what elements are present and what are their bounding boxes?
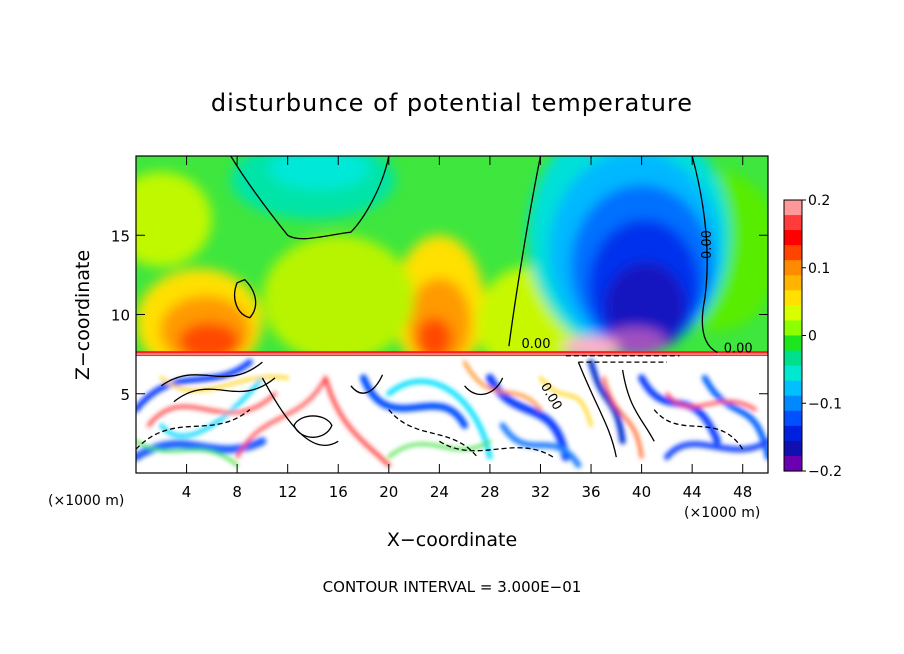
filament bbox=[588, 359, 626, 445]
y-tick-label: 15 bbox=[111, 227, 130, 245]
contour-value-label: 0.00 bbox=[700, 230, 715, 259]
colorbar-tick-label: −0.2 bbox=[808, 464, 842, 480]
chart-title: disturbunce of potential temperature bbox=[211, 89, 693, 117]
zero-contour bbox=[691, 156, 718, 354]
colorbar-swatch bbox=[784, 260, 802, 276]
y-tick-label: 5 bbox=[120, 386, 130, 404]
colorbar-ticks: 0.2 0.1 0 −0.1 −0.2 bbox=[802, 193, 842, 480]
filament bbox=[136, 439, 239, 467]
closed-contour bbox=[261, 377, 339, 447]
negative-contour bbox=[653, 409, 744, 450]
closed-contour bbox=[621, 369, 655, 442]
warm-anomaly bbox=[416, 317, 452, 359]
colorbar-swatch bbox=[784, 335, 802, 352]
contour-value-label: 0.00 bbox=[724, 342, 753, 357]
inversion-band bbox=[136, 353, 768, 356]
x-tick-label: 36 bbox=[581, 483, 600, 501]
colorbar-tick-label: 0 bbox=[808, 329, 817, 345]
filament bbox=[539, 376, 593, 427]
filament bbox=[499, 422, 582, 469]
colorbar-swatch bbox=[784, 455, 802, 472]
colorbar bbox=[783, 199, 803, 472]
x-axis-ticks: 4 8 12 16 20 24 28 32 36 40 44 48 bbox=[182, 156, 752, 501]
x-tick-label: 28 bbox=[480, 483, 499, 501]
colorbar-swatch bbox=[784, 275, 802, 291]
y-tick-label: 10 bbox=[111, 307, 130, 325]
x-tick-label: 44 bbox=[683, 483, 702, 501]
closed-contour bbox=[350, 374, 384, 394]
colorbar-swatch bbox=[784, 290, 802, 306]
zero-contour bbox=[508, 156, 542, 347]
x-tick-label: 20 bbox=[379, 483, 398, 501]
warm-anomaly bbox=[262, 235, 415, 363]
colorbar-swatch bbox=[784, 200, 802, 216]
colorbar-swatch bbox=[784, 365, 802, 382]
colorbar-tick-label: 0.1 bbox=[808, 261, 830, 277]
warm-anomaly bbox=[136, 171, 212, 267]
cold-plume bbox=[603, 327, 667, 356]
closed-contour bbox=[233, 278, 257, 319]
contour-interval-footnote: CONTOUR INTERVAL = 3.000E−01 bbox=[323, 578, 582, 596]
colorbar-swatch bbox=[784, 245, 802, 261]
filament bbox=[323, 375, 391, 468]
x-tick-label: 4 bbox=[182, 483, 192, 501]
x-tick-label: 16 bbox=[329, 483, 348, 501]
warm-anomaly bbox=[178, 322, 240, 361]
colorbar-swatch bbox=[784, 440, 802, 457]
closed-contour bbox=[464, 377, 504, 396]
filament bbox=[701, 374, 768, 461]
zero-contour bbox=[230, 156, 390, 240]
x-tick-label: 8 bbox=[232, 483, 242, 501]
x-tick-label: 40 bbox=[632, 483, 651, 501]
x-tick-label: 12 bbox=[278, 483, 297, 501]
x-tick-label: 32 bbox=[531, 483, 550, 501]
colorbar-swatch bbox=[784, 215, 802, 231]
negative-contour bbox=[439, 440, 554, 458]
x-tick-label: 24 bbox=[430, 483, 449, 501]
filament bbox=[147, 392, 277, 427]
y-axis-label: Z−coordinate bbox=[72, 250, 94, 380]
closed-contour bbox=[293, 415, 333, 438]
filament bbox=[663, 438, 768, 461]
x-unit-right: (×1000 m) bbox=[684, 505, 760, 521]
closed-contour bbox=[160, 361, 263, 387]
x-axis-label: X−coordinate bbox=[387, 529, 517, 551]
filament bbox=[387, 439, 492, 459]
filament bbox=[386, 378, 493, 460]
field-upper-blobs bbox=[136, 156, 768, 378]
heatmap-field: 0.000.00 0.000.00 bbox=[136, 156, 768, 473]
colorbar-swatch bbox=[784, 410, 802, 427]
contour-lines bbox=[136, 156, 744, 458]
cool-anomaly bbox=[268, 156, 370, 190]
colorbar-swatch bbox=[784, 425, 802, 442]
colorbar-swatch bbox=[784, 395, 802, 412]
filament bbox=[159, 375, 290, 392]
x-unit-left: (×1000 m) bbox=[48, 493, 124, 509]
colorbar-tick-label: −0.1 bbox=[808, 396, 842, 412]
colorbar-swatch bbox=[784, 320, 802, 337]
filament bbox=[463, 360, 542, 412]
colorbar-swatch bbox=[784, 305, 802, 322]
filament bbox=[602, 376, 644, 459]
filament bbox=[136, 359, 253, 413]
closed-contour bbox=[173, 377, 276, 403]
colorbar-swatch bbox=[784, 350, 802, 367]
colorbar-swatch bbox=[784, 380, 802, 397]
colorbar-tick-label: 0.2 bbox=[808, 193, 830, 209]
filament bbox=[235, 376, 328, 459]
x-tick-label: 48 bbox=[733, 483, 752, 501]
contour-value-label: 0.00 bbox=[522, 337, 551, 352]
negative-contour bbox=[136, 409, 251, 450]
negative-contour bbox=[388, 409, 478, 458]
colorbar-swatch bbox=[784, 230, 802, 246]
filament bbox=[360, 374, 469, 429]
y-axis-ticks: 5 10 15 bbox=[111, 227, 768, 404]
filament bbox=[665, 392, 757, 412]
closed-contour bbox=[577, 361, 617, 458]
